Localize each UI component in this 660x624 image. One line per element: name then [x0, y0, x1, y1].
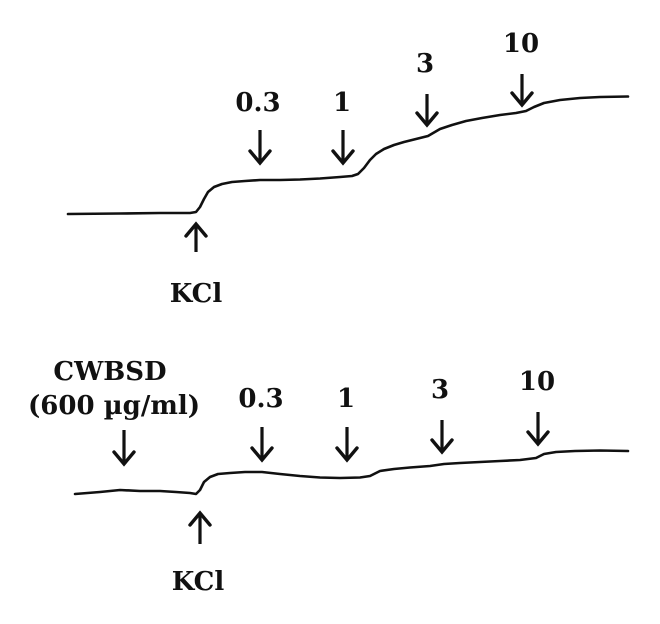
bottom-dose-marker-3: 3 [430, 375, 454, 455]
bottom-kcl-label: KCl [172, 567, 225, 597]
bottom-dose-label: 10 [519, 367, 555, 397]
pretreatment-label-line1: CWBSD [53, 357, 166, 387]
bottom-panel: CWBSD (600 µg/ml) KCl 0.3 1 3 1 [28, 357, 630, 597]
bottom-tension-trace [73, 449, 630, 496]
top-kcl-arrow [184, 221, 208, 252]
bottom-pretreatment-arrow [112, 430, 136, 467]
arrow-down-icon [526, 430, 550, 447]
arrow-up-icon [184, 221, 208, 238]
top-tension-trace [66, 95, 630, 216]
bottom-dose-label: 1 [337, 384, 355, 414]
arrow-down-icon [335, 446, 359, 463]
arrow-down-icon [250, 446, 274, 463]
top-kcl-label: KCl [170, 279, 223, 309]
arrow-down-icon [415, 111, 439, 128]
top-dose-marker-1: 0.3 [235, 88, 281, 166]
arrow-down-icon [331, 149, 355, 166]
top-dose-marker-4: 10 [503, 29, 539, 108]
pretreatment-label-line2: (600 µg/ml) [28, 391, 200, 421]
bottom-dose-marker-4: 10 [519, 367, 555, 447]
top-dose-label: 3 [416, 49, 434, 79]
top-dose-label: 1 [333, 88, 351, 118]
bottom-dose-label: 3 [431, 375, 449, 405]
top-dose-marker-3: 3 [415, 49, 439, 128]
arrow-down-icon [430, 438, 454, 455]
top-dose-marker-2: 1 [331, 88, 355, 166]
arrow-down-icon [510, 91, 534, 108]
top-dose-label: 0.3 [235, 88, 280, 118]
arrow-down-icon [248, 149, 272, 166]
arrow-down-icon [112, 450, 136, 467]
top-dose-label: 10 [503, 29, 539, 59]
bottom-dose-marker-2: 1 [335, 384, 359, 463]
bottom-dose-marker-1: 0.3 [238, 384, 284, 463]
bottom-kcl-arrow [188, 510, 212, 544]
bottom-dose-label: 0.3 [238, 384, 283, 414]
arrow-up-icon [188, 510, 212, 527]
top-panel: KCl 0.3 1 3 10 [66, 29, 630, 309]
